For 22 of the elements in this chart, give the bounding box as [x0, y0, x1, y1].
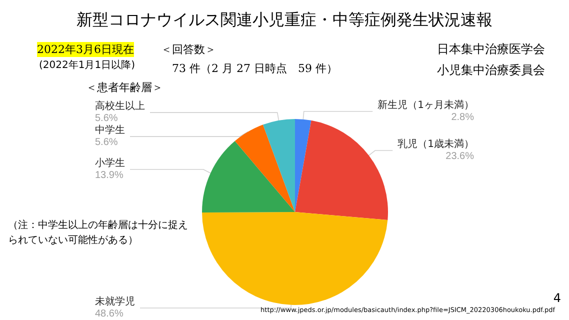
slice-label: 新生児（1ヶ月未満）	[378, 98, 474, 111]
data-label: 13.9%	[95, 170, 124, 181]
data-label: 2.8%	[451, 112, 474, 123]
slice-label: 未就学児	[95, 296, 135, 308]
slice-label: 高校生以上	[95, 100, 145, 112]
text: 2022年3月6日現在	[37, 42, 134, 57]
slice-label: 小学生	[95, 156, 125, 169]
text: 日本集中治療医学会	[437, 41, 545, 58]
chart-title: 新型コロナウイルス関連小児重症・中等症例発生状況速報	[76, 10, 494, 31]
text: (2022年1月1日以降)	[39, 58, 135, 72]
data-label: 5.6%	[95, 113, 118, 124]
data-label: 5.6%	[95, 137, 118, 148]
slice-label: 乳児（1歳未満）	[398, 138, 474, 150]
slice-label: 中学生	[95, 124, 125, 136]
text: ＜回答数＞	[161, 42, 216, 57]
text: 73 件（2 月 27 日時点 59 件）	[172, 61, 338, 76]
text: 小児集中治療委員会	[437, 62, 545, 79]
data-label: 48.6%	[95, 308, 124, 320]
text: （注：中学生以上の年齢層は十分に捉えられていない可能性がある）	[8, 218, 189, 248]
chart-subtitle: ＜患者年齢層＞	[86, 80, 163, 95]
text: 4	[553, 291, 561, 305]
data-label: 23.6%	[446, 151, 474, 162]
